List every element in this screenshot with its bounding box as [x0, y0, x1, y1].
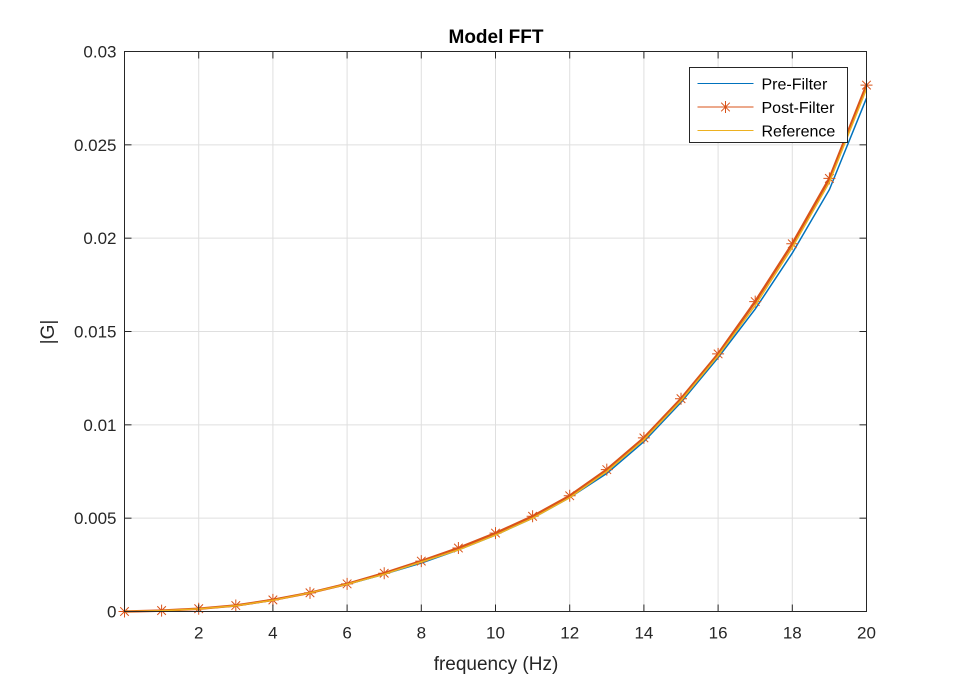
x-tick-label: 20: [857, 624, 876, 643]
data-point: [719, 101, 732, 113]
data-point: [749, 295, 762, 308]
data-point: [526, 510, 539, 523]
x-tick-label: 16: [709, 624, 728, 643]
x-tick-label: 12: [560, 624, 579, 643]
series-reference: [124, 88, 868, 613]
data-point: [452, 542, 465, 555]
data-point: [786, 237, 799, 250]
y-tick-label: 0.005: [74, 509, 117, 528]
data-point: [563, 489, 576, 502]
legend-label: Pre-Filter: [762, 77, 828, 94]
x-tick-label: 8: [417, 624, 426, 643]
legend-entry: Pre-Filter: [697, 77, 828, 94]
x-tick-label: 10: [486, 624, 505, 643]
data-point: [415, 555, 428, 568]
y-axis-label: |G|: [38, 320, 59, 345]
axis-ticks: 2 4 6 8 10 12 14 16 18 20 0 0.005 0.01 0.015 0.02 0.025…: [74, 43, 876, 643]
y-tick-label: 0: [107, 603, 116, 622]
y-tick-label: 0.02: [83, 229, 116, 248]
y-tick-label: 0.015: [74, 323, 117, 342]
y-tick-label: 0.025: [74, 136, 117, 155]
data-point: [489, 527, 502, 540]
legend: Pre-Filter Post-Filter Reference: [689, 67, 848, 143]
data-point: [675, 392, 687, 405]
x-axis-label: frequency (Hz): [434, 654, 559, 675]
x-tick-label: 6: [342, 624, 351, 643]
x-tick-label: 14: [634, 624, 653, 643]
data-point: [637, 431, 650, 444]
data-point: [823, 172, 836, 185]
legend-label: Reference: [762, 124, 836, 141]
y-tick-label: 0.01: [83, 416, 116, 435]
y-tick-label: 0.03: [83, 43, 116, 62]
x-tick-label: 2: [194, 624, 203, 643]
series-line: [124, 88, 868, 613]
data-point: [378, 567, 391, 580]
data-point: [600, 463, 613, 476]
legend-label: Post-Filter: [762, 100, 836, 117]
chart-title: Model FFT: [449, 27, 544, 48]
legend-entry: Reference: [697, 124, 836, 141]
x-tick-label: 4: [268, 624, 277, 643]
legend-entry: Post-Filter: [697, 100, 836, 117]
data-point: [712, 347, 725, 360]
x-tick-label: 18: [783, 624, 802, 643]
